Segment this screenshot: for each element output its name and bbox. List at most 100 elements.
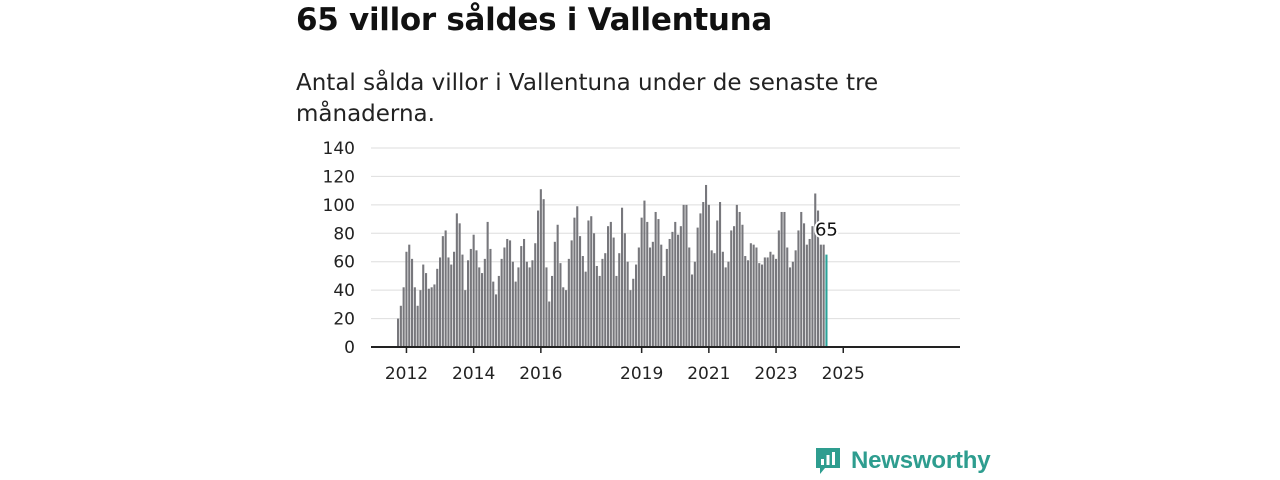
bar — [587, 220, 590, 347]
bar — [467, 260, 470, 347]
bar — [419, 290, 422, 347]
bar — [411, 258, 414, 347]
bar — [612, 237, 615, 347]
bar — [441, 236, 444, 347]
bar — [539, 189, 542, 347]
bar — [615, 275, 618, 347]
bar — [408, 244, 411, 347]
y-tick-label: 20 — [333, 310, 355, 330]
bar — [646, 221, 649, 347]
bar — [427, 288, 430, 347]
bar — [565, 290, 568, 347]
bar — [397, 318, 400, 347]
bar — [749, 243, 752, 347]
bar — [399, 305, 402, 347]
bar — [548, 301, 551, 347]
bar — [573, 217, 576, 347]
bar — [707, 204, 710, 347]
bar — [643, 200, 646, 347]
bar — [514, 281, 517, 347]
bar — [777, 230, 780, 347]
y-axis-ticks: 0 20 40 60 80 100 120 140 — [323, 139, 355, 358]
bar — [528, 267, 531, 347]
last-value-label: 65 — [815, 220, 838, 241]
bar — [523, 238, 526, 347]
bar — [601, 258, 604, 347]
bar — [663, 275, 666, 347]
bar — [531, 260, 534, 347]
bar — [579, 236, 582, 347]
x-tick-label: 2012 — [385, 364, 428, 384]
bar — [469, 248, 472, 347]
bar — [752, 244, 755, 347]
bar — [702, 202, 705, 347]
bar — [416, 305, 419, 347]
bar — [800, 211, 803, 347]
bar — [772, 254, 775, 347]
bar — [733, 226, 736, 347]
bar — [761, 264, 764, 347]
bar — [803, 223, 806, 347]
bar — [632, 278, 635, 347]
bar — [607, 226, 610, 347]
bar — [453, 251, 456, 347]
bar — [595, 265, 598, 347]
bar — [425, 273, 428, 347]
bar — [503, 247, 506, 347]
bar — [716, 220, 719, 347]
bar — [598, 275, 601, 347]
bar — [710, 250, 713, 347]
bar — [665, 248, 668, 347]
bar — [621, 207, 624, 347]
bar — [506, 238, 509, 347]
bar — [797, 230, 800, 347]
bar — [721, 251, 724, 347]
bar — [458, 223, 461, 347]
highlight-bar — [825, 254, 828, 347]
bar — [693, 261, 696, 347]
bar — [475, 250, 478, 347]
bar — [696, 227, 699, 347]
bar — [629, 290, 632, 347]
bar — [556, 224, 559, 347]
x-tick-label: 2014 — [452, 364, 495, 384]
y-tick-label: 40 — [333, 281, 355, 301]
bar — [730, 230, 733, 347]
bar — [590, 216, 593, 347]
brand-logo[interactable]: Newsworthy — [814, 446, 991, 476]
bar — [651, 241, 654, 347]
bar — [794, 250, 797, 347]
chart-subtitle: Antal sålda villor i Vallentuna under de… — [296, 70, 879, 127]
bar — [509, 240, 512, 347]
bar — [766, 257, 769, 347]
bar — [581, 256, 584, 347]
bar — [562, 287, 565, 347]
bar — [520, 246, 523, 347]
y-tick-label: 0 — [344, 338, 355, 358]
bar — [483, 258, 486, 347]
bars — [397, 184, 828, 347]
bar — [626, 261, 629, 347]
brand-name: Newsworthy — [851, 447, 991, 474]
x-tick-label: 2025 — [822, 364, 865, 384]
x-tick-label: 2023 — [754, 364, 797, 384]
bar — [461, 254, 464, 347]
x-axis-ticks: 2012 2014 2016 2019 2021 2023 2025 — [385, 347, 865, 384]
bar — [433, 284, 436, 347]
bar — [747, 260, 750, 347]
bar — [668, 238, 671, 347]
bar — [430, 287, 433, 347]
bar — [735, 204, 738, 347]
bar — [542, 199, 545, 347]
bar — [534, 243, 537, 347]
bar — [604, 253, 607, 347]
bar — [738, 211, 741, 347]
bar — [593, 233, 596, 347]
bar — [495, 294, 498, 347]
bar — [780, 211, 783, 347]
bar — [699, 213, 702, 347]
bar — [660, 244, 663, 347]
bar — [413, 287, 416, 347]
bar — [691, 274, 694, 347]
